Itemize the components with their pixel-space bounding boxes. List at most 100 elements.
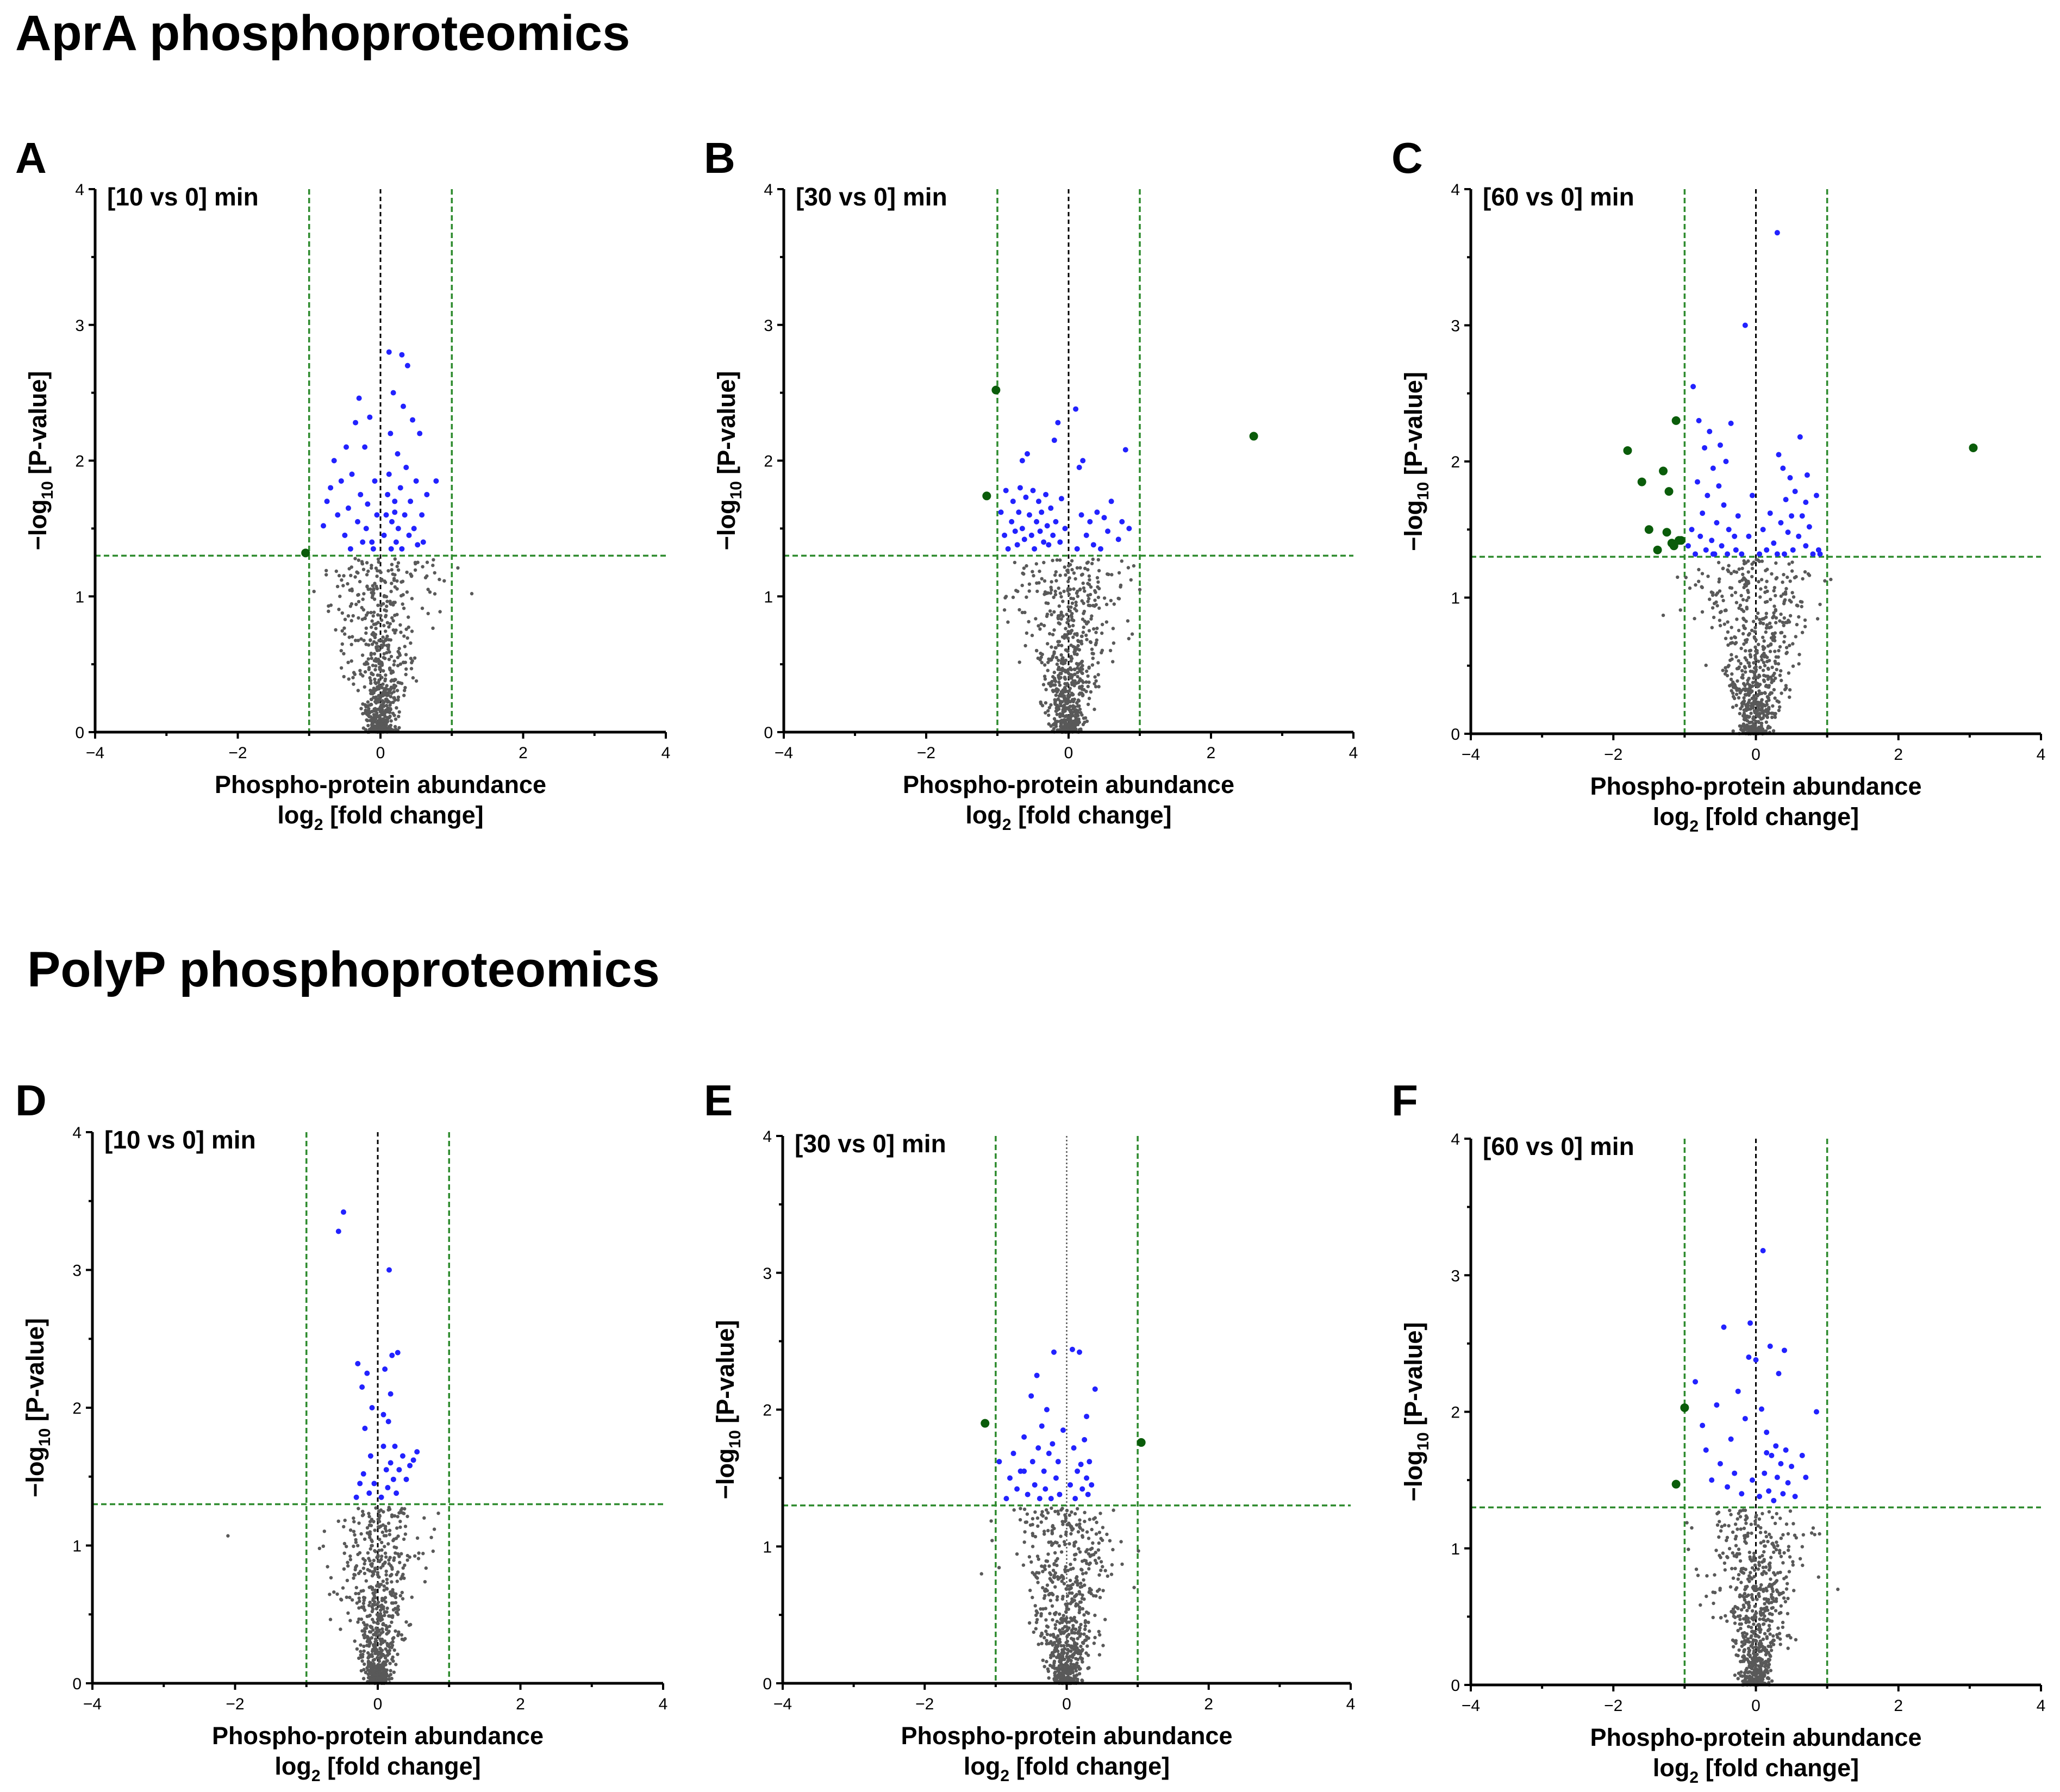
nonsig-point [373,677,377,682]
nonsig-point [1096,1548,1101,1552]
nonsig-point [1043,590,1047,594]
sig-point [1721,1324,1727,1330]
x-axis-title-sub: 2 [314,816,323,834]
nonsig-point [1046,1625,1050,1629]
nonsig-point [1773,650,1777,653]
nonsig-point [1060,1631,1065,1634]
sig-point [1717,1460,1723,1466]
comparison-label: [60 vs 0] min [1483,183,1634,211]
nonsig-point [1040,1510,1044,1514]
nonsig-point [1836,1587,1840,1591]
nonsig-point [370,564,373,567]
nonsig-point [382,595,386,598]
nonsig-point [1075,712,1078,716]
nonsig-point [1077,1547,1081,1551]
sig-point [1019,526,1025,532]
nonsig-point [1745,607,1749,611]
nonsig-point [1750,575,1754,579]
nonsig-point [1057,1544,1062,1548]
nonsig-point [386,706,390,710]
sig-point [369,1405,375,1410]
nonsig-point [1732,1614,1736,1618]
nonsig-point [1070,1628,1074,1632]
nonsig-point [374,584,378,588]
nonsig-point [397,1554,401,1558]
nonsig-point [378,1667,382,1671]
nonsig-point [1080,1657,1084,1660]
sig-point [407,1463,413,1469]
nonsig-point [366,657,370,661]
nonsig-point [1813,1533,1816,1537]
nonsig-point [1763,1670,1767,1674]
sig-points [321,349,439,552]
nonsig-point [366,700,370,704]
sig-point [1707,428,1713,434]
nonsig-point [1082,1613,1086,1617]
panel-letter: C [1391,134,1423,182]
nonsig-point [1788,1555,1792,1559]
nonsig-point [1743,1591,1747,1596]
nonsig-point [394,684,398,688]
nonsig-point [374,1506,378,1510]
sig-point [413,478,419,484]
nonsig-point [1744,640,1748,644]
nonsig-point [1759,654,1763,659]
nonsig-point [341,584,345,588]
y-tick-label: 0 [763,1675,772,1693]
nonsig-point [356,1552,360,1557]
sig-point [399,546,405,552]
nonsig-point [1766,666,1770,670]
nonsig-point [1749,1680,1752,1684]
nonsig-point [1759,704,1763,708]
sig-point [1084,1475,1090,1481]
nonsig-point [1751,1597,1755,1601]
sig-point [1693,551,1699,557]
y-tick-label: 1 [763,1538,772,1556]
nonsig-point [402,1537,406,1541]
nonsig-point [1744,1635,1747,1639]
nonsig-point [363,1571,367,1576]
nonsig-point [1736,1607,1740,1610]
y-axis-title-rest: [P-value] [24,371,52,482]
nonsig-point [1759,1541,1763,1545]
nonsig-point [387,625,391,629]
nonsig-point [357,616,360,620]
nonsig-point [377,1613,380,1616]
nonsig-point [1762,1558,1766,1562]
nonsig-point [380,1530,384,1534]
nonsig-point [377,1549,381,1552]
nonsig-point [1028,1523,1033,1527]
nonsig-point [1737,567,1741,571]
nonsig-point [361,1589,365,1593]
nonsig-point [1761,645,1765,648]
nonsig-point [1087,574,1091,578]
nonsig-point [386,1644,390,1647]
nonsig-point [1065,682,1069,685]
nonsig-point [1054,579,1058,583]
nonsig-point [1046,709,1050,713]
nonsig-point [1768,626,1771,630]
nonsig-point [1072,571,1076,575]
nonsig-point [367,1512,371,1515]
x-axis-title-sub: 2 [1689,817,1699,835]
x-axis-title-sub: 2 [311,1767,321,1785]
nonsig-point [1765,695,1769,699]
nonsig-point [408,1555,411,1559]
nonsig-point [1069,605,1073,609]
nonsig-point [1048,591,1053,595]
x-tick-label: 0 [373,1695,383,1713]
nonsig-point [1080,1584,1084,1589]
nonsig-point [1754,1663,1758,1667]
nonsig-point [1058,1621,1062,1625]
x-tick-label: 2 [1204,1695,1213,1713]
nonsig-point [1761,1512,1764,1515]
nonsig-point [1050,580,1053,584]
nonsig-point [393,725,397,729]
comparison-label: [60 vs 0] min [1483,1132,1634,1160]
nonsig-point [393,613,397,617]
nonsig-point [1065,633,1069,637]
nonsig-point [396,1515,399,1519]
nonsig-point [371,1588,374,1591]
nonsig-point [1040,1632,1044,1637]
sig-point [359,1384,365,1390]
